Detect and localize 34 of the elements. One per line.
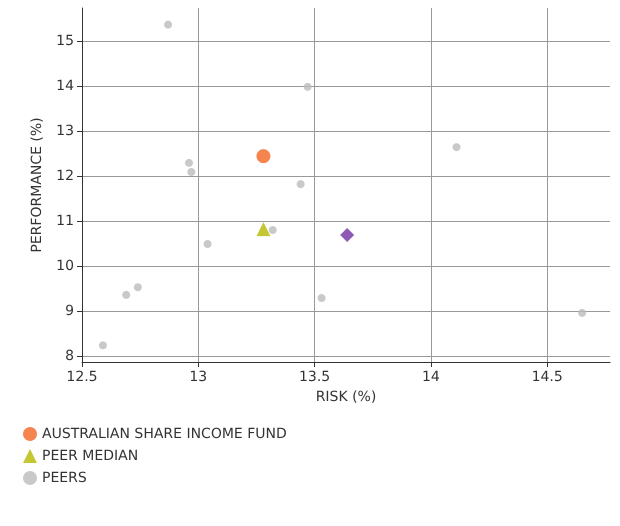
y-tick-label: 13 bbox=[56, 122, 74, 139]
point bbox=[256, 149, 270, 164]
x-tick-label: 12.5 bbox=[66, 369, 98, 385]
x-tick-label: 14.5 bbox=[532, 369, 563, 385]
point bbox=[268, 226, 277, 234]
point bbox=[452, 143, 460, 152]
point bbox=[296, 180, 305, 188]
point bbox=[187, 168, 196, 176]
legend-label: AUSTRALIAN SHARE INCOME FUND bbox=[42, 426, 287, 442]
y-axis-title: PERFORMANCE (%) bbox=[29, 117, 45, 253]
point bbox=[134, 283, 142, 292]
legend-label: PEER MEDIAN bbox=[42, 448, 138, 464]
point bbox=[204, 240, 212, 248]
y-tick-label: 14 bbox=[56, 78, 74, 94]
y-tick-label: 11 bbox=[56, 213, 74, 230]
point bbox=[185, 158, 193, 167]
point bbox=[578, 308, 586, 317]
x-tick-label: 13 bbox=[189, 369, 208, 385]
point bbox=[122, 290, 130, 299]
legend-label: PEERS bbox=[42, 470, 87, 486]
x-tick-label: 13.5 bbox=[299, 369, 330, 385]
x-tick-label: 14 bbox=[422, 369, 440, 385]
point bbox=[256, 222, 270, 236]
x-axis-title: RISK (%) bbox=[316, 389, 376, 405]
y-tick-label: 15 bbox=[56, 32, 74, 49]
y-tick-label: 12 bbox=[56, 168, 74, 184]
point bbox=[164, 20, 172, 29]
point bbox=[304, 82, 312, 91]
point bbox=[318, 294, 326, 302]
y-tick-label: 10 bbox=[56, 258, 74, 274]
y-tick-label: 9 bbox=[65, 303, 74, 320]
point bbox=[340, 228, 354, 242]
y-tick-label: 8 bbox=[65, 348, 74, 364]
point bbox=[98, 341, 107, 350]
